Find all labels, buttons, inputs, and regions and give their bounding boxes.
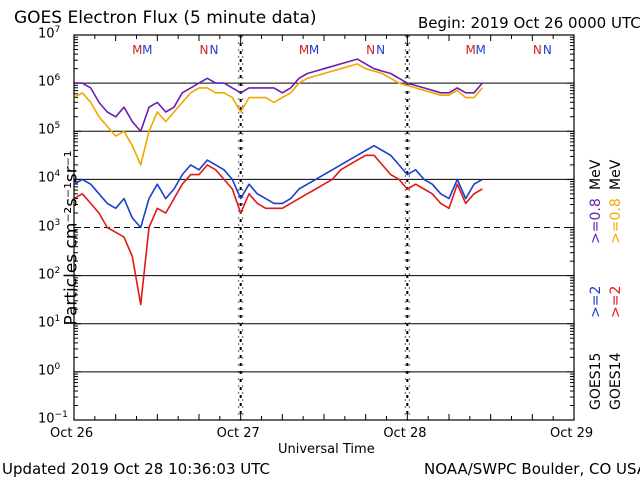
plot-frame xyxy=(73,34,575,421)
credit: NOAA/SWPC Boulder, CO USA xyxy=(424,460,640,478)
marker-N: N xyxy=(366,43,375,57)
y-tick-label: 106 xyxy=(38,73,61,90)
y-tick-label: 103 xyxy=(38,217,61,234)
legend-mev-2: MeV xyxy=(608,159,624,190)
series-line-0 xyxy=(73,144,483,229)
x-tick-label: Oct 27 xyxy=(216,426,260,441)
marker-M: M xyxy=(475,43,485,57)
x-tick-label: Oct 26 xyxy=(50,426,94,441)
marker-N: N xyxy=(533,43,542,57)
y-tick-label: 105 xyxy=(38,121,61,138)
marker-N: N xyxy=(543,43,552,57)
legend-goes14-ge2: >=2 xyxy=(608,285,624,318)
begin-time: Begin: 2019 Oct 26 0000 UTC xyxy=(418,14,640,32)
marker-N: N xyxy=(376,43,385,57)
y-tick-label: 101 xyxy=(38,313,61,331)
series-line-2 xyxy=(74,58,483,133)
marker-N: N xyxy=(200,43,209,57)
legend-goes15-ge2: >=2 xyxy=(588,285,604,318)
marker-M: M xyxy=(142,43,152,57)
marker-M: M xyxy=(309,43,319,57)
x-tick-label: Oct 29 xyxy=(550,426,594,441)
marker-N: N xyxy=(210,43,219,57)
y-tick-label: 107 xyxy=(38,25,61,42)
grid xyxy=(74,35,574,420)
legend-mev-1: MeV xyxy=(588,159,604,190)
y-tick-label: 100 xyxy=(38,361,61,379)
series-line-1 xyxy=(73,154,483,306)
y-axis-label: Particles cm⁻²s⁻¹sr⁻¹ xyxy=(61,150,82,326)
y-tick-label: 10−1 xyxy=(38,410,68,427)
x-axis-label: Universal Time xyxy=(278,442,375,457)
y-tick-label: 104 xyxy=(38,169,61,186)
series-lines xyxy=(73,58,483,306)
marker-M: M xyxy=(299,43,309,57)
legend-goes14: GOES14 xyxy=(608,352,624,410)
updated-time: Updated 2019 Oct 28 10:36:03 UTC xyxy=(2,460,270,478)
legend-goes14-ge08: >=0.8 xyxy=(608,198,624,244)
y-tick-label: 102 xyxy=(38,265,61,282)
legend-goes15-ge08: >=0.8 xyxy=(588,198,604,244)
marker-M: M xyxy=(132,43,142,57)
axis-ticks xyxy=(73,34,575,421)
x-tick-label: Oct 28 xyxy=(383,426,427,441)
series-line-3 xyxy=(73,63,483,166)
legend-goes15: GOES15 xyxy=(588,352,604,410)
marker-M: M xyxy=(465,43,475,57)
chart-title: GOES Electron Flux (5 minute data) xyxy=(14,8,317,28)
